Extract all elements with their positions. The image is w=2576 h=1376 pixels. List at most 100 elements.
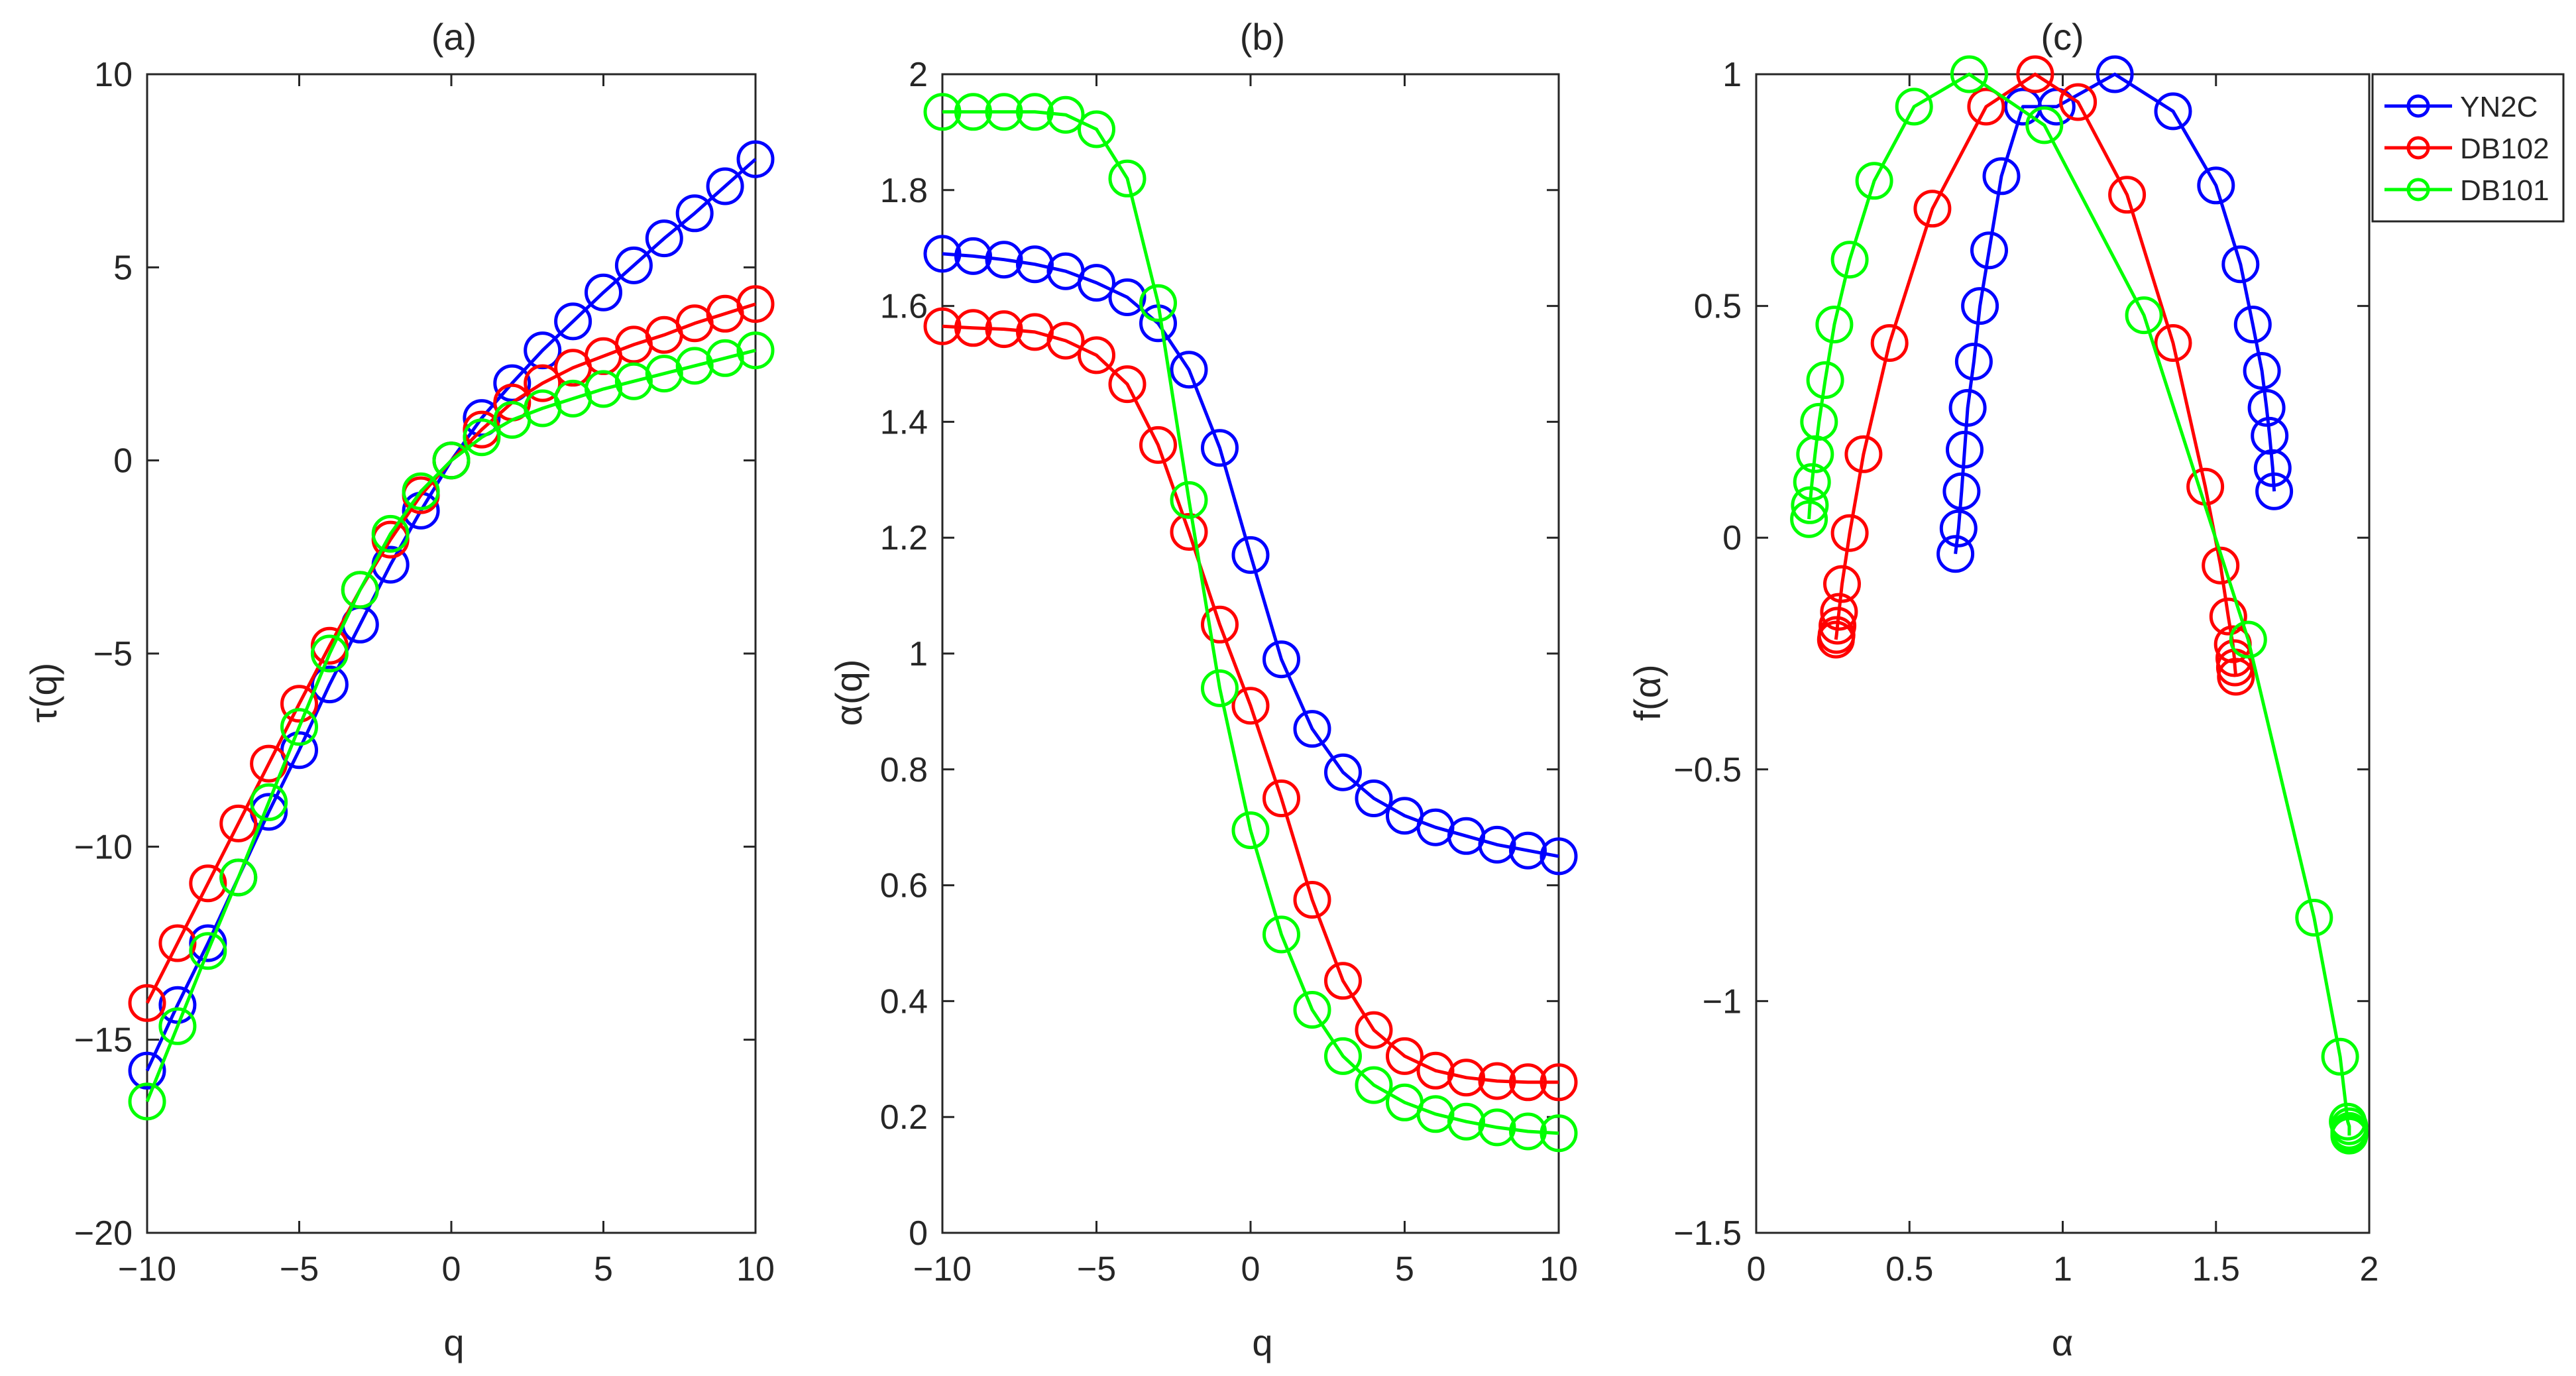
panel-1-ytick-label-1: 0.2	[880, 1098, 928, 1137]
panel-0-point-db101-7	[341, 571, 379, 609]
panel-0-point-yn2c-18	[675, 194, 714, 233]
panel-0-point-yn2c-6	[310, 665, 349, 704]
panel-1-point-db101-12	[1293, 991, 1331, 1029]
panel-1-ytick-label-10: 2	[909, 56, 928, 94]
panel-2-point-db102-10	[2016, 55, 2054, 93]
panel-2-point-db101-2	[1793, 463, 1831, 501]
panel-2-point-db101-14	[2295, 899, 2333, 937]
panel-0-point-db102-3	[219, 804, 258, 842]
panel-1-ytick-label-0: 0	[909, 1214, 928, 1253]
panel-2-point-yn2c-15	[2233, 306, 2272, 344]
panel-2-xtick-label-3: 1.5	[2192, 1250, 2240, 1289]
panel-1-xtick-label-3: 5	[1395, 1250, 1414, 1289]
panel-1-point-db101-8	[1170, 481, 1208, 519]
panel-1-point-db102-6	[1108, 365, 1147, 404]
panel-0-point-db102-13	[524, 364, 562, 402]
panel-2-point-db101-0	[1790, 500, 1828, 538]
panel-2-point-db102-8	[1913, 190, 1952, 228]
panel-c-title: (c)	[2041, 16, 2084, 58]
panel-1-point-db102-18	[1478, 1062, 1516, 1100]
panel-2-point-yn2c-4	[1948, 388, 1987, 427]
panel-0-point-yn2c-20	[736, 140, 775, 178]
panel-2-xtick-label-2: 1	[2053, 1250, 2072, 1289]
legend: YN2C DB102 DB101	[2371, 73, 2565, 223]
panel-0-point-db102-2	[189, 864, 227, 903]
panel-2-point-yn2c-8	[1982, 157, 2021, 196]
panel-1-point-db101-3	[1016, 93, 1054, 131]
panel-1-series-db101	[923, 93, 1578, 1153]
panel-1-line-yn2c	[942, 252, 1559, 858]
panel-2-point-db101-1	[1791, 486, 1829, 524]
legend-marker-db101	[2406, 178, 2430, 201]
panel-0-point-yn2c-19	[706, 167, 744, 205]
panel-1-point-db102-16	[1416, 1051, 1455, 1090]
panel-0-point-db102-20	[736, 285, 775, 323]
panel-1-point-db102-14	[1355, 1011, 1393, 1049]
panel-2-point-db102-13	[2154, 324, 2192, 362]
panel-1-point-db101-17	[1447, 1102, 1485, 1141]
panel-1-point-db102-17	[1447, 1059, 1485, 1097]
panel-0-point-yn2c-17	[645, 219, 683, 258]
panel-2-point-yn2c-17	[2247, 388, 2286, 427]
panel-c-xlabel: α	[2052, 1322, 2073, 1363]
panel-2-line-db101	[1807, 72, 2351, 1136]
panel-2-point-yn2c-14	[2221, 245, 2260, 284]
panel-1-point-db101-7	[1139, 284, 1177, 322]
panel-1-point-db102-12	[1293, 881, 1331, 919]
panel-1-point-db102-1	[954, 309, 992, 347]
panel-2-point-db102-9	[1967, 87, 2005, 126]
panel-1-point-db102-20	[1540, 1063, 1578, 1102]
panel-2-point-db102-11	[2059, 83, 2098, 121]
panel-0-point-db101-0	[128, 1082, 166, 1121]
panel-2-point-yn2c-5	[1954, 343, 1993, 380]
panel-0-ytick-label-4: 0	[113, 442, 133, 481]
panel-0-point-db101-19	[706, 339, 744, 377]
panel-2-point-db101-8	[1855, 162, 1893, 200]
panel-2-point-yn2c-2	[1942, 472, 1981, 510]
panel-1-point-yn2c-8	[1170, 351, 1208, 389]
panel-1-point-db102-0	[923, 307, 962, 345]
panel-1-xtick-label-2: 0	[1241, 1250, 1260, 1289]
panel-b-plot-area: −10 −5 0 5 10 0 0.2 0.4 0.6 0.8 1 1.2 1.4 1.6 1.8 2	[880, 56, 1578, 1289]
panel-2-point-yn2c-13	[2197, 166, 2235, 205]
panel-0-point-yn2c-15	[585, 273, 622, 312]
panel-1-point-yn2c-5	[1078, 264, 1115, 302]
panel-1-xtick-label-1: −5	[1077, 1250, 1116, 1289]
legend-marker-yn2c	[2406, 94, 2430, 118]
panel-0-point-yn2c-11	[463, 399, 501, 437]
panel-0-point-yn2c-2	[189, 924, 227, 962]
panel-0-ytick-label-2: −10	[74, 828, 133, 866]
legend-label-db102: DB102	[2460, 133, 2549, 165]
panel-2-ytick-label-1: −1	[1703, 982, 1742, 1021]
panel-1-point-db102-11	[1262, 779, 1300, 817]
panel-0-point-db101-18	[675, 347, 714, 385]
panel-0-ytick-label-1: −15	[74, 1021, 133, 1060]
panel-2-ytick-label-4: 0.5	[1694, 288, 1742, 326]
panel-1-point-yn2c-13	[1324, 753, 1362, 791]
panel-2-point-yn2c-18	[2251, 416, 2289, 455]
panel-2-point-db101-7	[1830, 241, 1869, 279]
panel-1-point-yn2c-10	[1231, 536, 1270, 574]
panel-2-ytick-label-5: 1	[1722, 56, 1742, 94]
legend-entry-yn2c: YN2C	[2384, 91, 2538, 123]
panel-1-point-yn2c-12	[1293, 710, 1331, 748]
panel-0-point-yn2c-14	[554, 302, 592, 341]
panel-0-point-yn2c-0	[128, 1051, 166, 1090]
panel-1-point-db101-13	[1324, 1037, 1362, 1075]
panel-2-line-yn2c	[1954, 72, 2276, 555]
panel-2-point-yn2c-20	[2255, 472, 2294, 510]
panel-1-point-db102-7	[1139, 426, 1177, 464]
panel-1-series-yn2c	[923, 235, 1578, 876]
panel-2-point-yn2c-6	[1961, 287, 1999, 325]
panel-2-point-yn2c-16	[2243, 352, 2281, 390]
panel-2-point-db101-13	[2229, 620, 2267, 659]
panel-1-xtick-label-4: 10	[1540, 1250, 1578, 1289]
panel-0-point-db102-0	[128, 984, 166, 1022]
panel-0-point-db102-5	[280, 685, 318, 723]
panel-0-point-db101-17	[645, 355, 683, 393]
panel-0-point-db101-20	[736, 331, 775, 370]
panel-0-xtick-label-1: −5	[280, 1250, 319, 1289]
legend-label-db101: DB101	[2460, 174, 2549, 207]
panel-1-point-yn2c-14	[1355, 779, 1393, 817]
